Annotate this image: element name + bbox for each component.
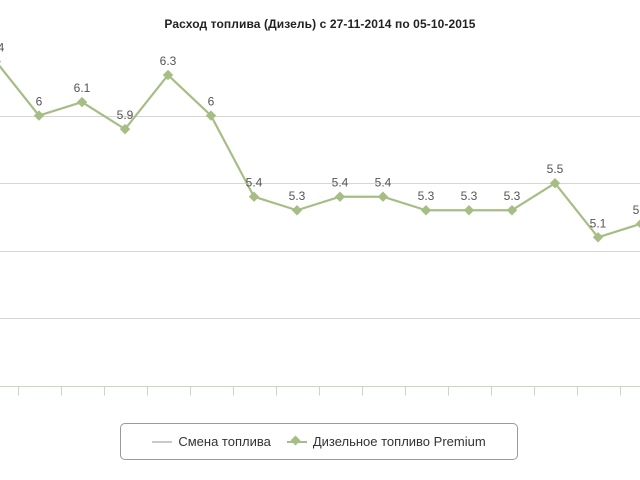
data-point[interactable]: [506, 205, 518, 216]
x-axis: [0, 386, 640, 396]
series-line-diesel-premium: [0, 64, 640, 239]
data-point[interactable]: [463, 205, 475, 216]
data-point[interactable]: [76, 96, 88, 108]
data-point[interactable]: [0, 57, 2, 66]
data-labels: 6.4 6 6.1 5.9 6.3 6 5.4 5.3 5.4 5.4 5.3 5.3 5.3 5.5 5.…: [0, 41, 640, 231]
chart-title: Расход топлива (Дизель) с 27-11-2014 по …: [164, 17, 476, 31]
data-point[interactable]: [377, 191, 389, 202]
legend-item-fuel-change[interactable]: Смена топлива: [152, 434, 271, 449]
legend-line-icon: [152, 437, 173, 447]
data-label: 5.9: [117, 108, 134, 122]
legend-diamond-icon: [286, 435, 307, 447]
series-layer: [0, 64, 640, 239]
data-point[interactable]: [334, 191, 346, 202]
data-label: 6: [208, 95, 215, 109]
data-label: 5.4: [375, 176, 392, 190]
data-point[interactable]: [420, 205, 432, 216]
data-label: 5.4: [246, 176, 263, 190]
data-point[interactable]: [205, 110, 217, 121]
data-label: 5.3: [289, 189, 306, 203]
legend-label-diesel-premium: Дизельное топливо Premium: [312, 434, 486, 449]
legend: Смена топлива Дизельное топливо Premium: [120, 423, 518, 460]
data-point[interactable]: [549, 177, 561, 189]
data-label: 5.4: [332, 176, 349, 190]
data-point[interactable]: [592, 232, 604, 243]
data-label: 5.3: [418, 189, 435, 203]
data-point[interactable]: [248, 191, 260, 202]
legend-item-diesel-premium[interactable]: Дизельное топливо Premium: [286, 434, 486, 449]
data-label: 5.2: [633, 203, 640, 217]
data-label: 6.4: [0, 41, 5, 55]
data-label: 6: [36, 95, 43, 109]
data-label: 6.1: [74, 81, 91, 95]
data-label: 5.3: [461, 189, 478, 203]
data-label: 6.3: [160, 54, 177, 68]
data-label: 5.5: [547, 162, 564, 176]
data-point[interactable]: [119, 123, 131, 135]
data-points: [0, 57, 640, 243]
data-label: 5.1: [590, 216, 607, 230]
data-point[interactable]: [635, 219, 640, 228]
data-point[interactable]: [162, 69, 174, 81]
data-label: 5.3: [504, 189, 521, 203]
data-point[interactable]: [291, 205, 303, 216]
gridlines: [0, 116, 640, 319]
data-point[interactable]: [33, 110, 45, 121]
legend-label-fuel-change: Смена топлива: [178, 434, 271, 449]
